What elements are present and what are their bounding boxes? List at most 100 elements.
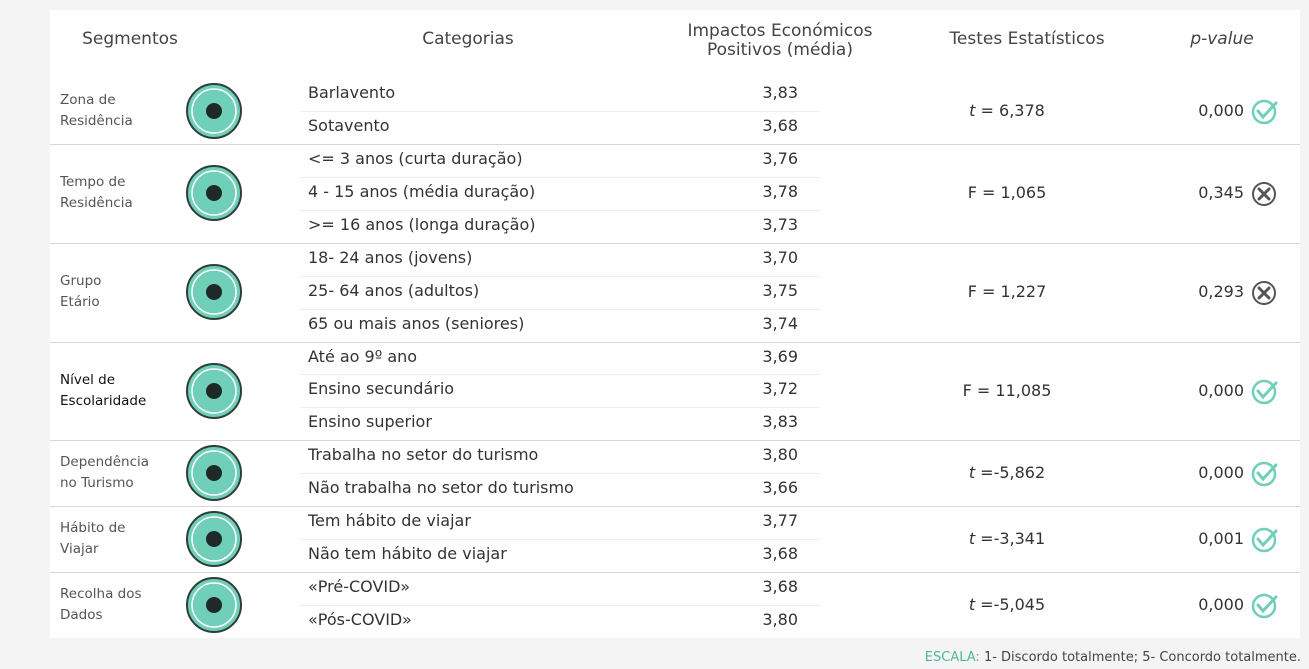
segment-label: Hábito de Viajar — [60, 518, 125, 560]
group-separator — [50, 572, 1300, 574]
header-cell: Categorias — [348, 30, 588, 49]
segment-icon-svg — [186, 577, 242, 634]
category: «Pré-COVID» — [308, 577, 410, 597]
segment-line: Recolha dos — [60, 586, 142, 603]
row-separator — [300, 605, 820, 607]
test-statistic: t = 6,378 — [907, 101, 1107, 120]
category: Não trabalha no setor do turismo — [308, 478, 574, 498]
row-separator — [300, 473, 820, 475]
segment-label: Nível de Escolaridade — [60, 370, 146, 412]
mean-value: 3,80 — [762, 610, 798, 630]
test-statistic: F = 11,085 — [907, 381, 1107, 400]
group-separator — [50, 341, 1300, 343]
group-separator — [50, 440, 1300, 442]
category: Não tem hábito de viajar — [308, 544, 507, 564]
test-symbol: t — [968, 463, 976, 483]
mean-value: 3,78 — [762, 181, 798, 201]
test-statistic: F = 1,227 — [907, 282, 1107, 301]
mean-value: 3,76 — [762, 148, 798, 168]
mean-value: 3,74 — [762, 313, 798, 333]
segment-line: Residência — [60, 195, 133, 212]
check-icon — [1250, 460, 1280, 492]
mean-value: 3,69 — [762, 346, 798, 366]
test-value: = 6,378 — [975, 100, 1045, 120]
segment-line: Viajar — [60, 541, 99, 558]
segment-icon — [182, 359, 246, 427]
check-icon-svg — [1251, 379, 1278, 405]
mean-value: 3,70 — [762, 247, 798, 267]
group-separator — [50, 506, 1300, 508]
group-separator — [50, 143, 1300, 145]
segment-line: Dependência — [60, 454, 150, 471]
segment-icon — [182, 441, 246, 509]
p-value: 0,000 — [1198, 595, 1244, 615]
check-icon-svg — [1251, 462, 1278, 487]
segment-line: Zona de — [60, 91, 116, 108]
segment-label: Zona de Residência — [60, 90, 133, 132]
test-value: = 11,085 — [971, 380, 1052, 400]
check-icon-svg — [1251, 527, 1278, 553]
check-icon-svg — [1251, 99, 1278, 125]
test-statistic: t =-3,341 — [907, 529, 1107, 548]
row-separator — [300, 407, 820, 409]
header-line: Categorias — [422, 29, 514, 49]
table — [50, 10, 1300, 638]
mean-value: 3,68 — [762, 577, 798, 597]
segment-label: Recolha dos Dados — [60, 584, 142, 626]
category: Até ao 9º ano — [308, 346, 418, 366]
test-symbol: F — [967, 183, 977, 203]
row-separator — [300, 275, 820, 277]
test-value: = 1,227 — [976, 282, 1047, 302]
segment-line: Grupo — [60, 273, 102, 290]
mean-value: 3,77 — [762, 511, 798, 531]
segment-icon-svg — [186, 82, 242, 139]
category: Trabalha no setor do turismo — [308, 445, 539, 465]
mean-value: 3,83 — [762, 412, 798, 432]
header-cell: p-value — [1102, 30, 1309, 49]
row-separator — [300, 209, 820, 211]
header-line: Positivos (média) — [707, 40, 853, 60]
p-value: 0,293 — [1198, 282, 1244, 302]
row-separator — [300, 110, 820, 112]
segment-icon-svg — [186, 264, 242, 321]
mean-value: 3,73 — [762, 214, 798, 234]
header-line: Segmentos — [82, 29, 178, 49]
category: «Pós-COVID» — [308, 610, 412, 630]
cross-icon-svg — [1252, 182, 1276, 207]
p-value: 0,000 — [1198, 463, 1244, 483]
segment-label: Tempo de Residência — [60, 172, 133, 214]
mean-value: 3,68 — [762, 544, 798, 564]
segment-line: Dados — [60, 607, 103, 624]
group-separator — [50, 242, 1300, 244]
scale-label: ESCALA: — [924, 650, 980, 665]
category: 4 - 15 anos (média duração) — [308, 181, 536, 201]
segment-label: Dependência no Turismo — [60, 452, 149, 494]
segment-line: Tempo de — [60, 174, 126, 191]
row-separator — [300, 539, 820, 541]
scale-text: 1- Discordo totalmente; 5- Concordo tota… — [979, 650, 1301, 665]
cross-icon — [1250, 180, 1280, 212]
segment-icon — [182, 260, 246, 328]
segment-label: Grupo Etário — [60, 271, 101, 313]
row-separator — [300, 176, 820, 178]
mean-value: 3,72 — [762, 379, 798, 399]
p-value: 0,000 — [1198, 380, 1244, 400]
category: Tem hábito de viajar — [308, 511, 471, 531]
test-value: =-3,341 — [975, 529, 1046, 549]
test-value: = 1,065 — [976, 183, 1047, 203]
scale-note: ESCALA: 1- Discordo totalmente; 5- Conco… — [925, 650, 1301, 665]
test-symbol: F — [967, 282, 977, 302]
test-symbol: t — [969, 100, 976, 120]
p-value: 0,001 — [1198, 529, 1244, 549]
row-separator — [300, 374, 820, 376]
segment-icon-svg — [186, 445, 242, 502]
p-value: 0,345 — [1198, 183, 1244, 203]
segment-line: no Turismo — [60, 475, 134, 492]
header-line: Impactos Económicos — [687, 21, 873, 41]
mean-value: 3,83 — [762, 83, 798, 102]
segment-icon — [182, 161, 246, 229]
mean-value: 3,68 — [762, 115, 798, 135]
category: Barlavento — [308, 83, 396, 102]
category: Ensino secundário — [308, 379, 455, 399]
